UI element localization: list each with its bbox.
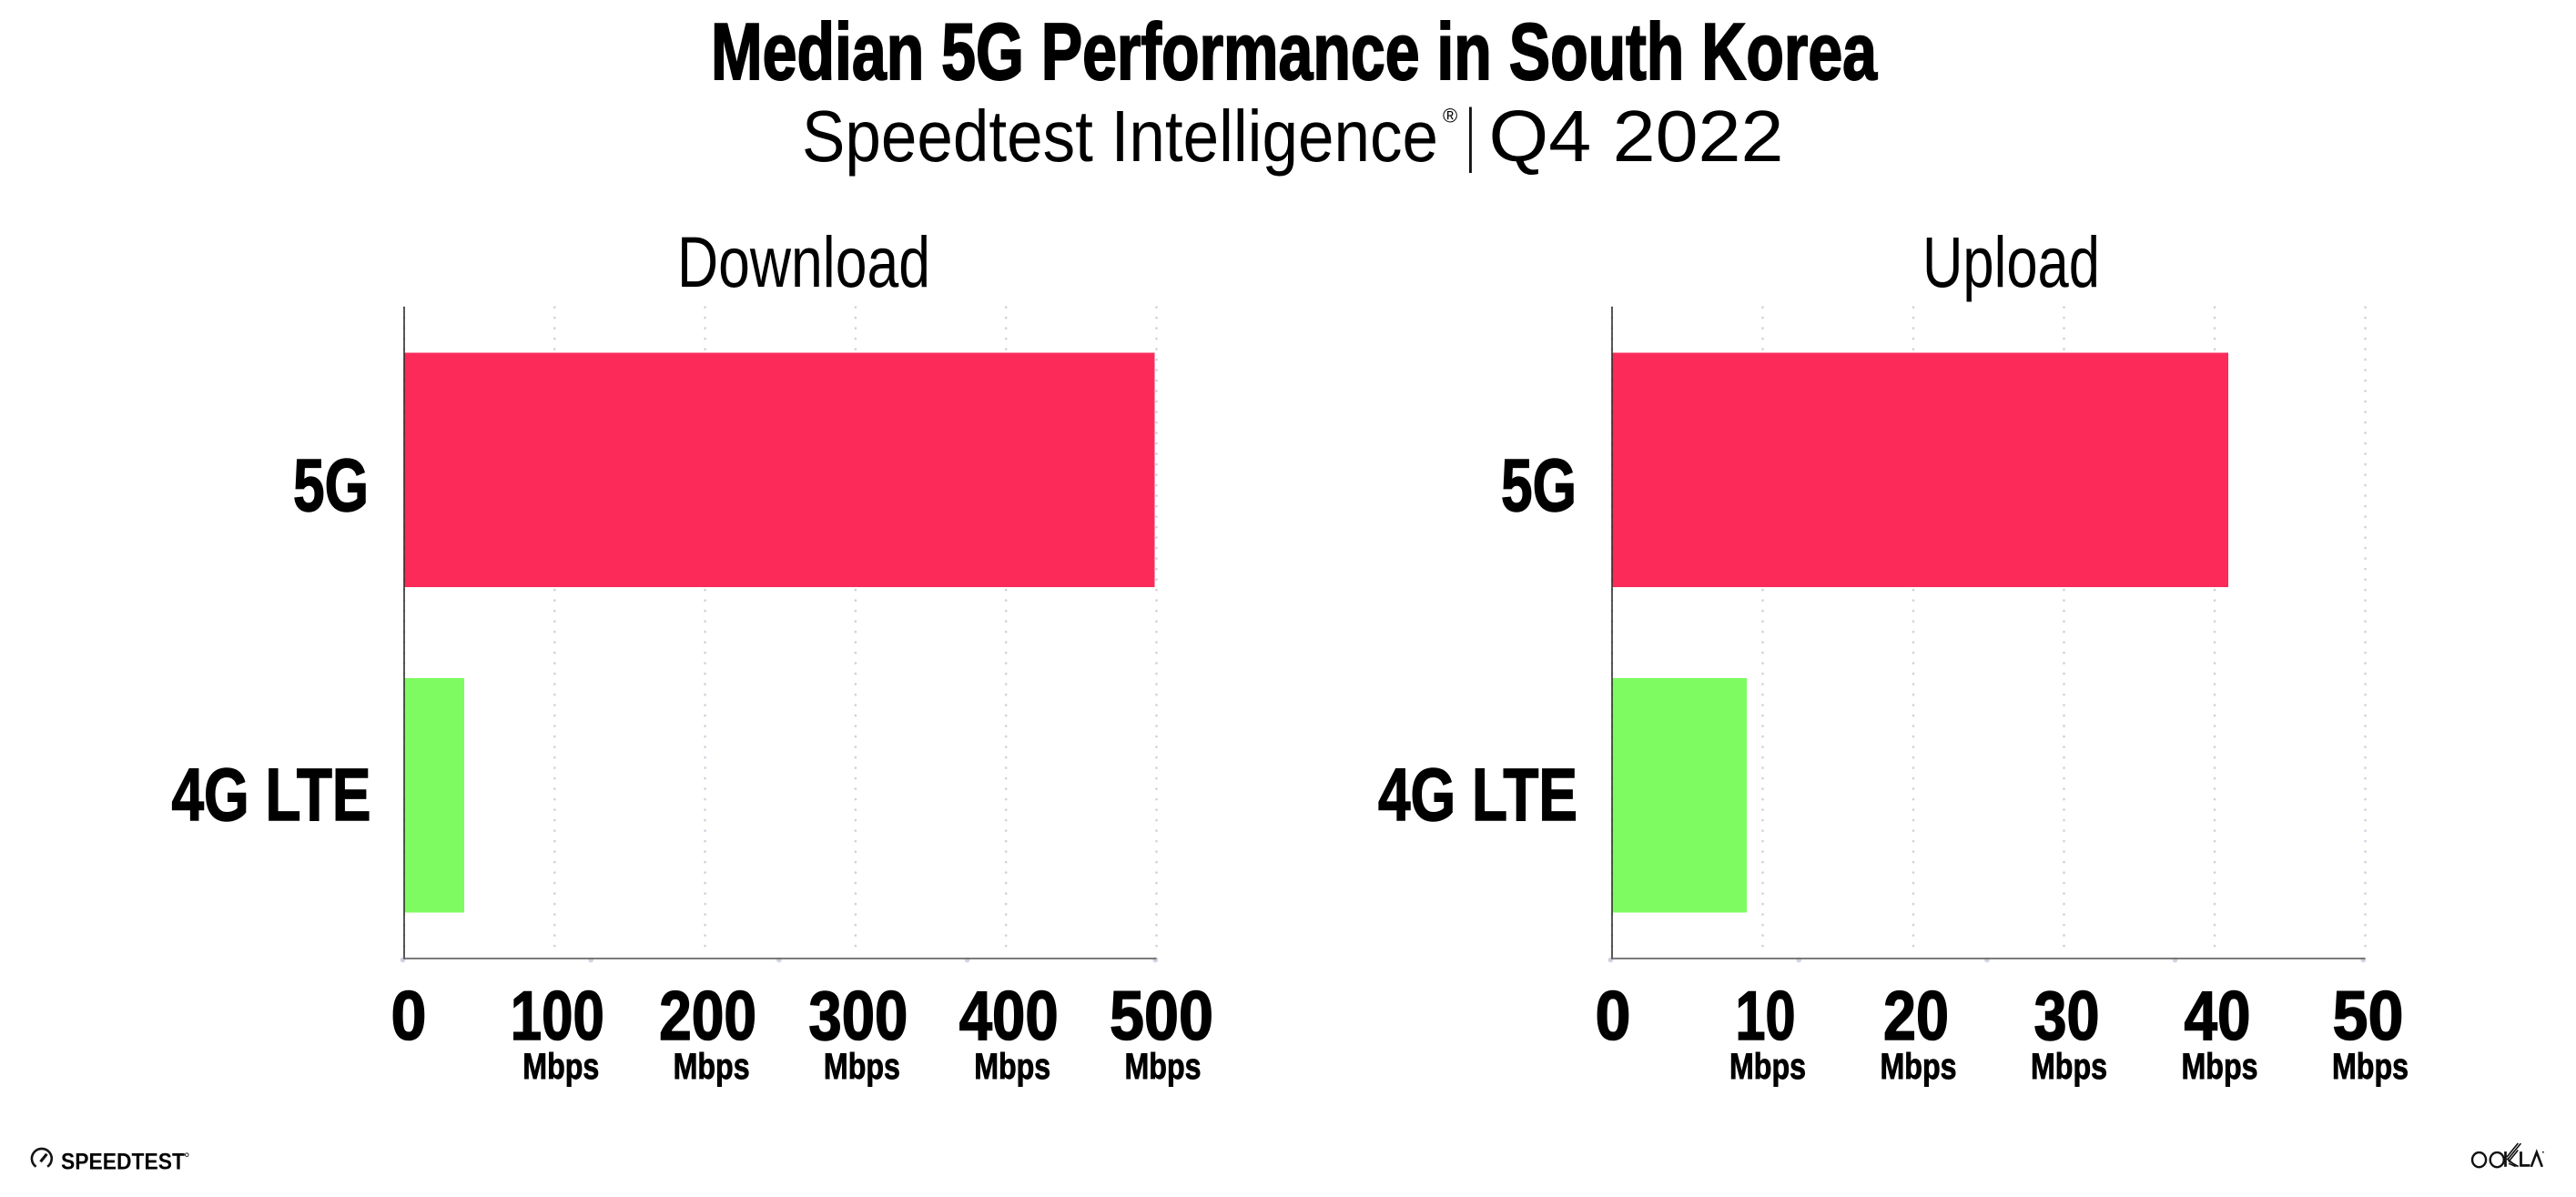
svg-text:Mbps: Mbps: [674, 1047, 750, 1087]
svg-text:30: 30: [2034, 978, 2100, 1055]
svg-text:400: 400: [959, 978, 1059, 1055]
svg-text:SPEEDTEST: SPEEDTEST: [61, 1150, 185, 1175]
svg-text:0: 0: [391, 978, 427, 1055]
svg-text:5G: 5G: [1501, 444, 1577, 527]
svg-text:Download: Download: [677, 221, 930, 302]
svg-text:500: 500: [1110, 978, 1213, 1055]
svg-text:4G LTE: 4G LTE: [172, 754, 371, 837]
svg-text:Mbps: Mbps: [974, 1047, 1050, 1087]
svg-text:Mbps: Mbps: [1125, 1047, 1202, 1087]
svg-text:Mbps: Mbps: [2332, 1047, 2409, 1087]
svg-text:50: 50: [2333, 978, 2404, 1055]
svg-text:Q4 2022: Q4 2022: [1489, 96, 1784, 177]
svg-text:Mbps: Mbps: [1881, 1047, 1957, 1087]
svg-text:5G: 5G: [293, 444, 369, 527]
svg-text:20: 20: [1883, 978, 1949, 1055]
svg-text:300: 300: [808, 978, 908, 1055]
svg-text:4G LTE: 4G LTE: [1378, 754, 1577, 837]
svg-text:Upload: Upload: [1922, 221, 2100, 302]
svg-text:®: ®: [1443, 105, 1457, 127]
svg-text:40: 40: [2185, 978, 2251, 1055]
svg-text:10: 10: [1736, 978, 1796, 1055]
svg-text:Mbps: Mbps: [1729, 1047, 1806, 1087]
svg-text:Median 5G Performance in South: Median 5G Performance in South Korea: [711, 6, 1878, 96]
svg-text:100: 100: [511, 978, 604, 1055]
svg-text:200: 200: [659, 978, 756, 1055]
svg-text:0: 0: [1596, 978, 1631, 1055]
svg-text:Mbps: Mbps: [2182, 1047, 2258, 1087]
svg-text:Speedtest Intelligence: Speedtest Intelligence: [802, 96, 1438, 177]
svg-text:Mbps: Mbps: [522, 1047, 599, 1087]
svg-text:Mbps: Mbps: [2031, 1047, 2107, 1087]
svg-text:Mbps: Mbps: [824, 1047, 900, 1087]
